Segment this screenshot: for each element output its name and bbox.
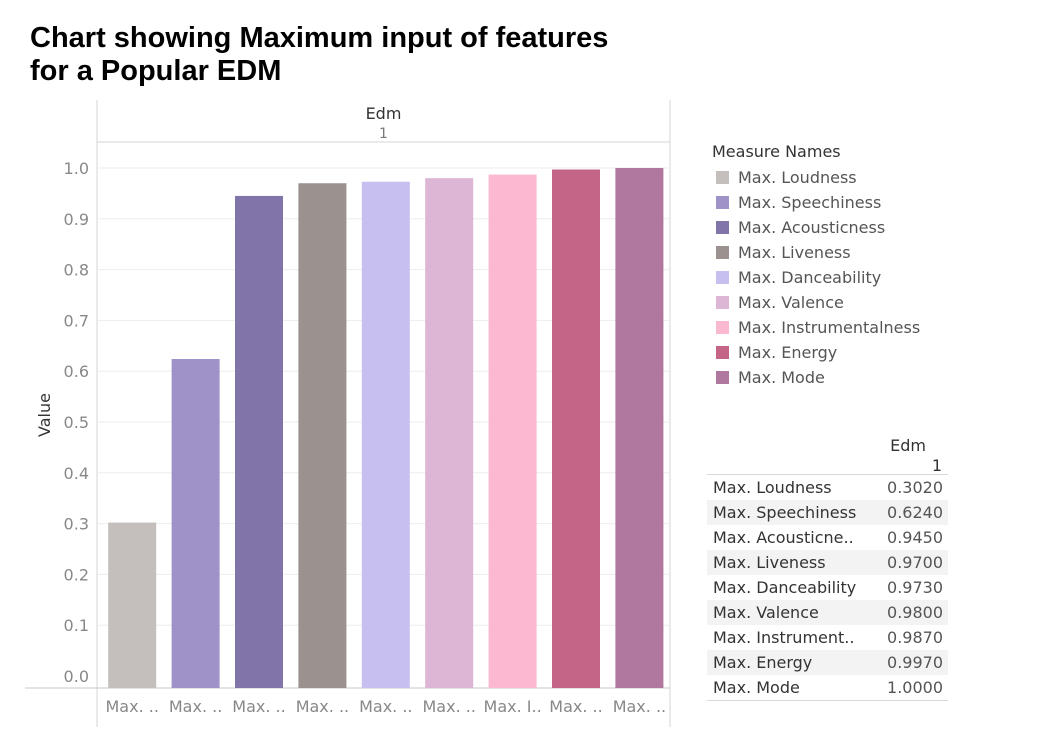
x-tick-label: Max. .. (613, 697, 666, 716)
chart-title-line-2: for a Popular EDM (30, 55, 282, 87)
y-tick-label: 0.4 (64, 464, 89, 483)
y-tick-label: 0.1 (64, 616, 89, 635)
x-tick-label: Max. .. (359, 697, 412, 716)
legend-swatch (716, 196, 729, 209)
x-tick-label: Max. .. (105, 697, 158, 716)
y-tick-label: 0.6 (64, 362, 89, 381)
chart-title: Chart showing Maximum input of features … (30, 22, 670, 88)
legend-swatch (716, 346, 729, 359)
y-axis-title: Value (35, 393, 54, 437)
y-tick-label: 0.2 (64, 565, 89, 584)
legend-swatch (716, 171, 729, 184)
legend-item[interactable]: Max. Danceability (712, 265, 920, 290)
legend-swatch (716, 246, 729, 259)
table-row-value: 0.9870 (887, 628, 943, 647)
legend: Measure Names Max. Loudness Max. Speechin… (712, 142, 920, 390)
table-row: Max. Loudness 0.3020 (707, 475, 948, 500)
y-tick-label: 1.0 (64, 159, 89, 178)
table-row-name: Max. Speechiness (713, 503, 857, 522)
y-tick-label: 0.3 (64, 515, 89, 534)
table-column-header: Edm (890, 436, 926, 455)
legend-item[interactable]: Max. Liveness (712, 240, 920, 265)
table-row-value: 0.9800 (887, 603, 943, 622)
table-row-name: Max. Liveness (713, 553, 826, 572)
legend-swatch (716, 271, 729, 284)
x-tick-label: Max. .. (422, 697, 475, 716)
legend-label: Max. Speechiness (738, 193, 882, 212)
bar-4 (298, 183, 347, 689)
legend-label: Max. Liveness (738, 243, 851, 262)
table-row: Max. Liveness 0.9700 (707, 550, 948, 575)
legend-label: Max. Danceability (738, 268, 882, 287)
table-row: Max. Danceability 0.9730 (707, 575, 948, 600)
table-row: Max. Speechiness 0.6240 (707, 500, 948, 525)
bar-5 (361, 181, 410, 688)
table-body: Max. Loudness 0.3020 Max. Speechiness 0.624… (707, 475, 948, 701)
legend-swatch (716, 221, 729, 234)
table-row-name: Max. Instrument.. (713, 628, 855, 647)
bar-chart: Edm 1 1.0 0.9 0.8 0.7 0.6 0.5 0.4 0.3 0.2 0.1 0.0 Val… (25, 100, 671, 727)
panel-header: Edm (366, 104, 402, 123)
bar-3 (235, 195, 283, 688)
legend-label: Max. Mode (738, 368, 825, 387)
bar-8 (552, 169, 600, 689)
y-tick-label: 0.8 (64, 261, 89, 280)
legend-label: Max. Acousticness (738, 218, 886, 237)
legend-item[interactable]: Max. Loudness (712, 165, 920, 190)
table-column-subheader: 1 (931, 456, 942, 475)
table-row-name: Max. Valence (713, 603, 819, 622)
legend-item[interactable]: Max. Mode (712, 365, 920, 390)
bar-6 (425, 178, 474, 688)
legend-item[interactable]: Max. Energy (712, 340, 920, 365)
legend-item[interactable]: Max. Instrumentalness (712, 315, 920, 340)
legend-swatch (716, 296, 729, 309)
y-tick-label: 0.9 (64, 210, 89, 229)
chart-title-line-1: Chart showing Maximum input of features (30, 22, 609, 54)
table-row-value: 0.9700 (887, 553, 943, 572)
x-tick-label: Max. I.. (484, 697, 542, 716)
bar-9 (615, 168, 664, 688)
legend-label: Max. Energy (738, 343, 838, 362)
legend-label: Max. Valence (738, 293, 844, 312)
table-row-name: Max. Energy (713, 653, 813, 672)
table-row-value: 0.9450 (887, 528, 943, 547)
table-row-value: 0.6240 (887, 503, 943, 522)
legend-swatch (716, 371, 729, 384)
legend-item[interactable]: Max. Acousticness (712, 215, 920, 240)
table-row-value: 0.9730 (887, 578, 943, 597)
bar-2 (171, 359, 220, 688)
table-row-name: Max. Danceability (713, 578, 857, 597)
table-row: Max. Valence 0.9800 (707, 600, 948, 625)
bar-7 (488, 174, 537, 688)
y-tick-label: 0.5 (64, 413, 89, 432)
legend-item[interactable]: Max. Valence (712, 290, 920, 315)
x-tick-label: Max. .. (169, 697, 222, 716)
table-row: Max. Instrument.. 0.9870 (707, 625, 948, 650)
table-row-value: 0.9970 (887, 653, 943, 672)
x-tick-label: Max. .. (232, 697, 285, 716)
table-row-name: Max. Acousticne.. (713, 528, 854, 547)
panel-subheader: 1 (379, 126, 388, 142)
y-tick-label: 0.7 (64, 311, 89, 330)
table-row: Max. Acousticne.. 0.9450 (707, 525, 948, 550)
value-table: Edm 1 Max. Loudness 0.3020 Max. Speechines… (707, 432, 948, 701)
legend-swatch (716, 321, 729, 334)
legend-label: Max. Loudness (738, 168, 857, 187)
table-row: Max. Mode 1.0000 (707, 675, 948, 700)
table-row-value: 1.0000 (887, 678, 943, 697)
bar-1 (108, 522, 157, 688)
legend-item[interactable]: Max. Speechiness (712, 190, 920, 215)
legend-title: Measure Names (712, 142, 841, 161)
y-tick-label: 0.0 (64, 667, 89, 686)
legend-items: Max. Loudness Max. Speechiness Max. Acoust… (712, 165, 920, 390)
table-header: Edm 1 (707, 432, 948, 475)
legend-label: Max. Instrumentalness (738, 318, 921, 337)
table-row-name: Max. Mode (713, 678, 800, 697)
table-row-value: 0.3020 (887, 478, 943, 497)
x-tick-label: Max. .. (549, 697, 602, 716)
table-row-name: Max. Loudness (713, 478, 832, 497)
x-tick-label: Max. .. (296, 697, 349, 716)
table-row: Max. Energy 0.9970 (707, 650, 948, 675)
